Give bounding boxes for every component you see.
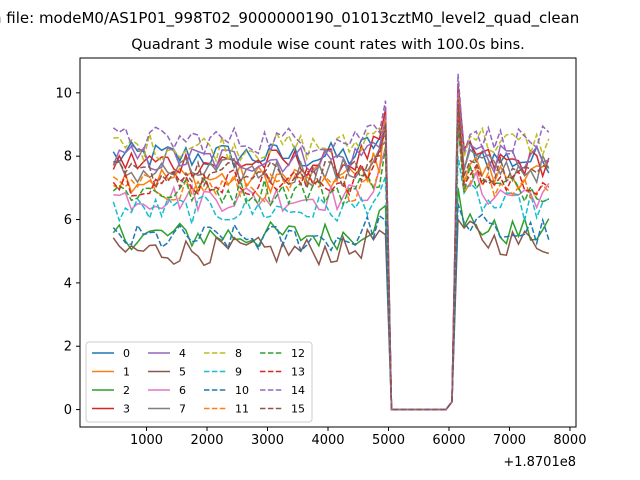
legend-label: 14 [291,384,305,397]
y-tick-label: 8 [64,150,72,165]
legend-label: 2 [123,384,130,397]
legend-label: 7 [179,403,186,416]
x-tick-label: 5000 [372,433,405,448]
legend-label: 12 [291,347,305,360]
legend-label: 1 [123,366,130,379]
legend-label: 15 [291,403,305,416]
y-tick-label: 4 [64,276,72,291]
series-line-8 [113,111,550,411]
series-line-7 [112,118,550,411]
series-line-2 [112,187,550,411]
chart-title: Quadrant 3 module wise count rates with … [131,37,525,53]
legend-label: 4 [179,347,186,360]
series-line-15 [113,99,550,411]
figure-suptitle: n file: modeM0/AS1P01_998T02_9000000190_… [0,9,580,27]
x-tick-label: 8000 [553,433,586,448]
legend-label: 6 [179,384,186,397]
x-tick-label: 6000 [432,433,465,448]
legend-label: 0 [123,347,130,360]
legend-label: 8 [235,347,242,360]
legend-label: 3 [123,403,130,416]
series-line-12 [112,124,550,411]
y-axis-ticks: 0 2 4 6 8 10 [55,86,80,418]
legend-label: 13 [291,366,305,379]
y-tick-label: 6 [64,213,72,228]
y-tick-label: 10 [55,86,72,101]
series-line-9 [112,156,550,411]
legend-label: 11 [235,403,249,416]
series-line-5 [112,217,550,411]
x-tick-label: 2000 [190,433,223,448]
legend-label: 9 [235,366,242,379]
series-line-13 [112,105,550,411]
series-line-6 [113,124,550,411]
x-tick-label: 7000 [493,433,526,448]
series-lines [112,73,550,411]
x-tick-label: 1000 [130,433,163,448]
legend-frame [85,341,313,423]
x-tick-label: 3000 [251,433,284,448]
y-tick-label: 2 [64,340,72,355]
x-axis-ticks: 1000 2000 3000 4000 5000 6000 7000 8000 [130,427,586,448]
series-line-0 [112,111,550,411]
legend-label: 5 [179,366,186,379]
series-line-10 [112,203,550,411]
y-tick-label: 0 [64,403,72,418]
x-tick-label: 4000 [311,433,344,448]
x-offset-label: +1.8701e8 [503,455,576,470]
legend-label: 10 [235,384,249,397]
series-line-14 [112,73,550,411]
